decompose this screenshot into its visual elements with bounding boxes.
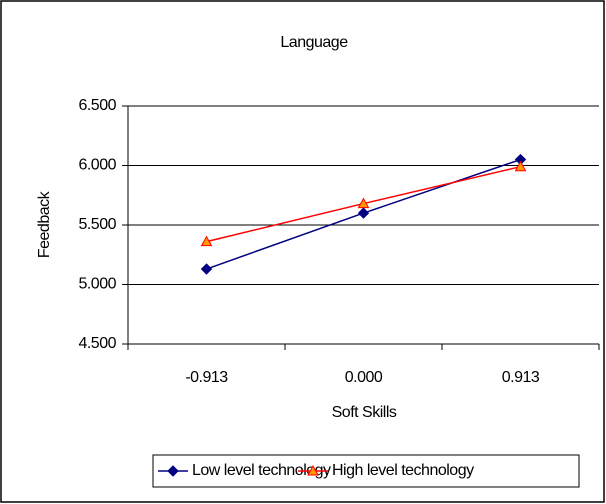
y-tick-label: 5.000	[78, 276, 116, 293]
legend-label: High level technology	[332, 462, 474, 479]
y-tick-label: 4.500	[78, 335, 116, 352]
y-tick-label: 6.500	[78, 97, 116, 114]
legend-label: Low level technology	[192, 462, 331, 479]
y-tick-label: 6.000	[78, 157, 116, 174]
x-tick-label: -0.913	[185, 369, 228, 386]
marker	[307, 464, 319, 476]
legend-box	[152, 454, 580, 488]
x-tick-label: 0.913	[502, 369, 540, 386]
x-tick-label: 0.000	[345, 369, 383, 386]
marker	[357, 197, 370, 209]
marker	[514, 160, 527, 172]
marker	[167, 465, 179, 477]
y-tick-label: 5.500	[78, 216, 116, 233]
chart-title: Language	[280, 34, 348, 51]
x-axis-title: Soft Skills	[332, 404, 397, 421]
marker	[200, 235, 213, 247]
marker	[200, 263, 213, 275]
y-axis-title: Feedback	[36, 190, 53, 258]
marker	[357, 207, 370, 219]
